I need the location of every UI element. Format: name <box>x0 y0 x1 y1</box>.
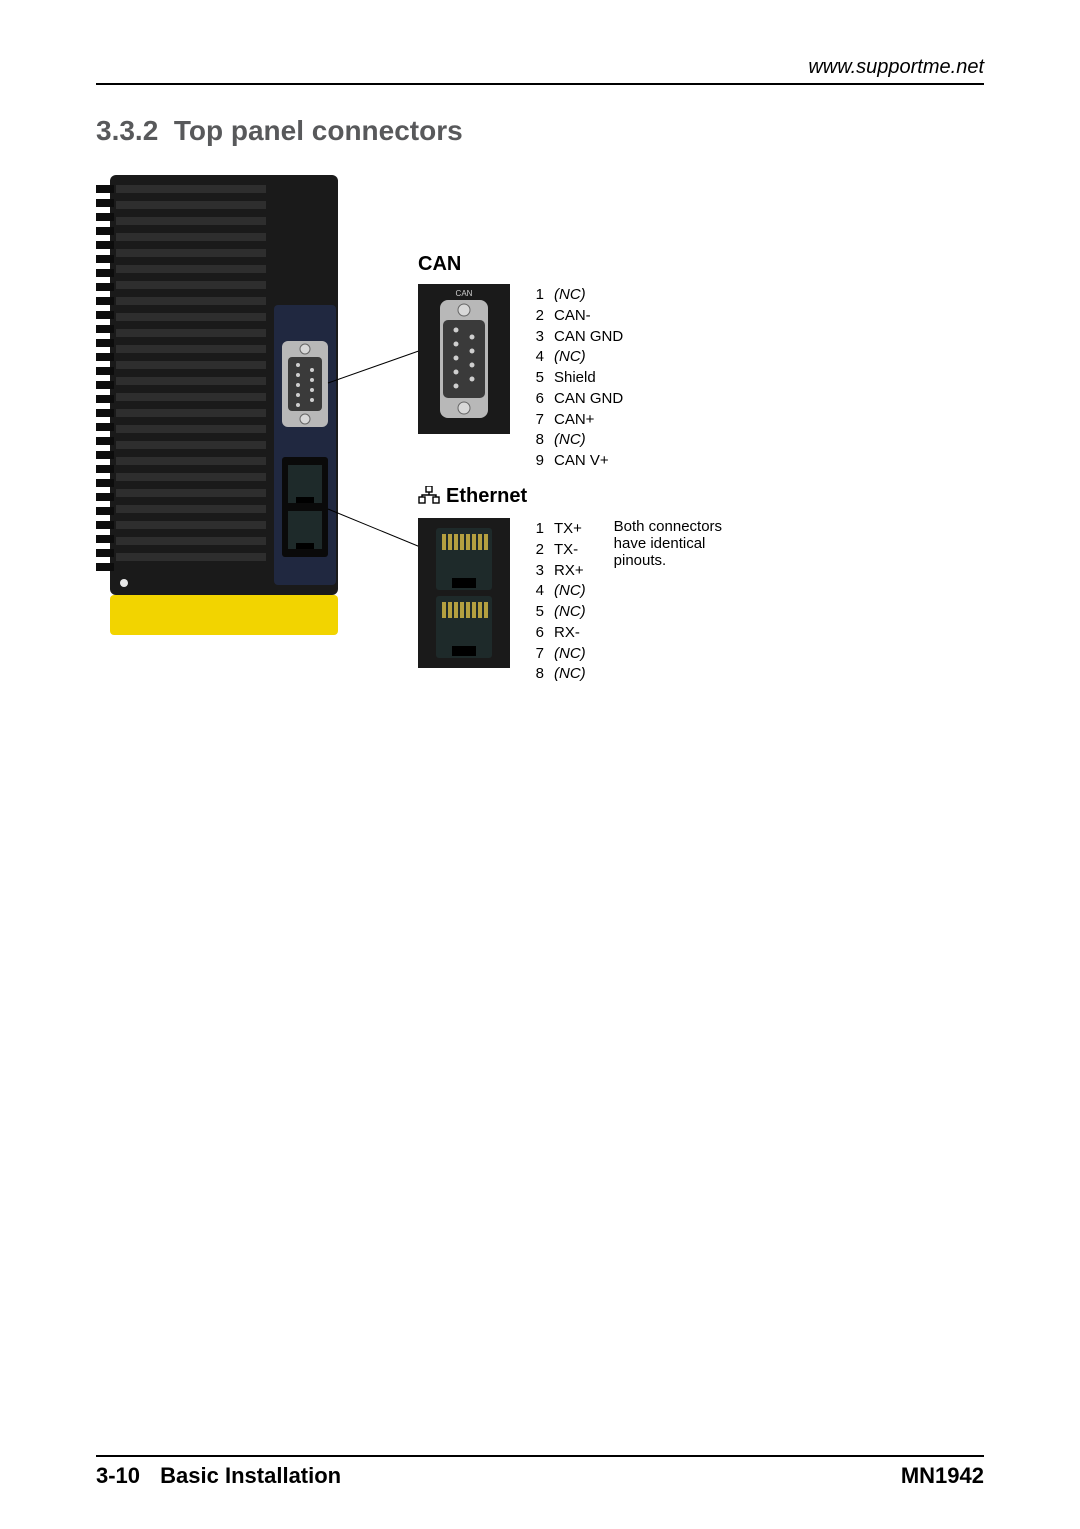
ethernet-connector-group: Ethernet <box>418 485 754 686</box>
section-title: Top panel connectors <box>174 115 463 146</box>
ethernet-pin-table: 1TX+ 2TX- 3RX+4(NC) 5(NC) 6RX- 7(NC)8(NC) <box>528 518 596 686</box>
ethernet-title-text: Ethernet <box>446 485 527 507</box>
can-thumbnail: CAN <box>418 284 510 434</box>
footer-page-number: 3-10 <box>96 1463 140 1488</box>
pin-row: 3RX+ <box>530 562 594 581</box>
pin-row: 4(NC) <box>530 348 631 367</box>
pin-row: 7CAN+ <box>530 411 631 430</box>
pin-row: 6RX- <box>530 624 594 643</box>
pin-row: 5Shield <box>530 369 631 388</box>
content-area: CAN CAN 1(NC <box>96 165 984 765</box>
pin-row: 5(NC) <box>530 603 594 622</box>
ethernet-icon <box>418 486 440 510</box>
pin-row: 2TX- <box>530 541 594 560</box>
page-footer: 3-10 Basic Installation MN1942 <box>96 1455 984 1489</box>
can-pin-table: 1(NC) 2CAN- 3CAN GND4(NC) 5Shield 6CAN GND 7C… <box>528 284 633 473</box>
can-title: CAN <box>418 253 633 276</box>
pin-row: 1(NC) <box>530 286 631 305</box>
pin-row: 1TX+ <box>530 520 594 539</box>
pin-row: 7(NC) <box>530 645 594 664</box>
svg-text:CAN: CAN <box>456 289 473 298</box>
footer-left: 3-10 Basic Installation <box>96 1463 341 1489</box>
footer-chapter: Basic Installation <box>160 1463 341 1488</box>
section-heading: 3.3.2 Top panel connectors <box>96 115 984 147</box>
pin-row: 2CAN- <box>530 307 631 326</box>
pin-row: 6CAN GND <box>530 390 631 409</box>
pin-row: 8(NC) <box>530 665 594 684</box>
header-url: www.supportme.net <box>808 56 984 78</box>
pin-row: 4(NC) <box>530 582 594 601</box>
pin-row: 3CAN GND <box>530 328 631 347</box>
pin-row: 8(NC) <box>530 431 631 450</box>
ethernet-title: Ethernet <box>418 485 754 510</box>
section-number: 3.3.2 <box>96 115 158 146</box>
page-header: www.supportme.net <box>96 56 984 85</box>
ethernet-thumbnail <box>418 518 510 668</box>
footer-doc-id: MN1942 <box>901 1463 984 1489</box>
can-connector-group: CAN CAN 1(NC <box>418 253 633 473</box>
ethernet-note: Both connectors have identical pinouts. <box>614 518 754 569</box>
pin-row: 9CAN V+ <box>530 452 631 471</box>
